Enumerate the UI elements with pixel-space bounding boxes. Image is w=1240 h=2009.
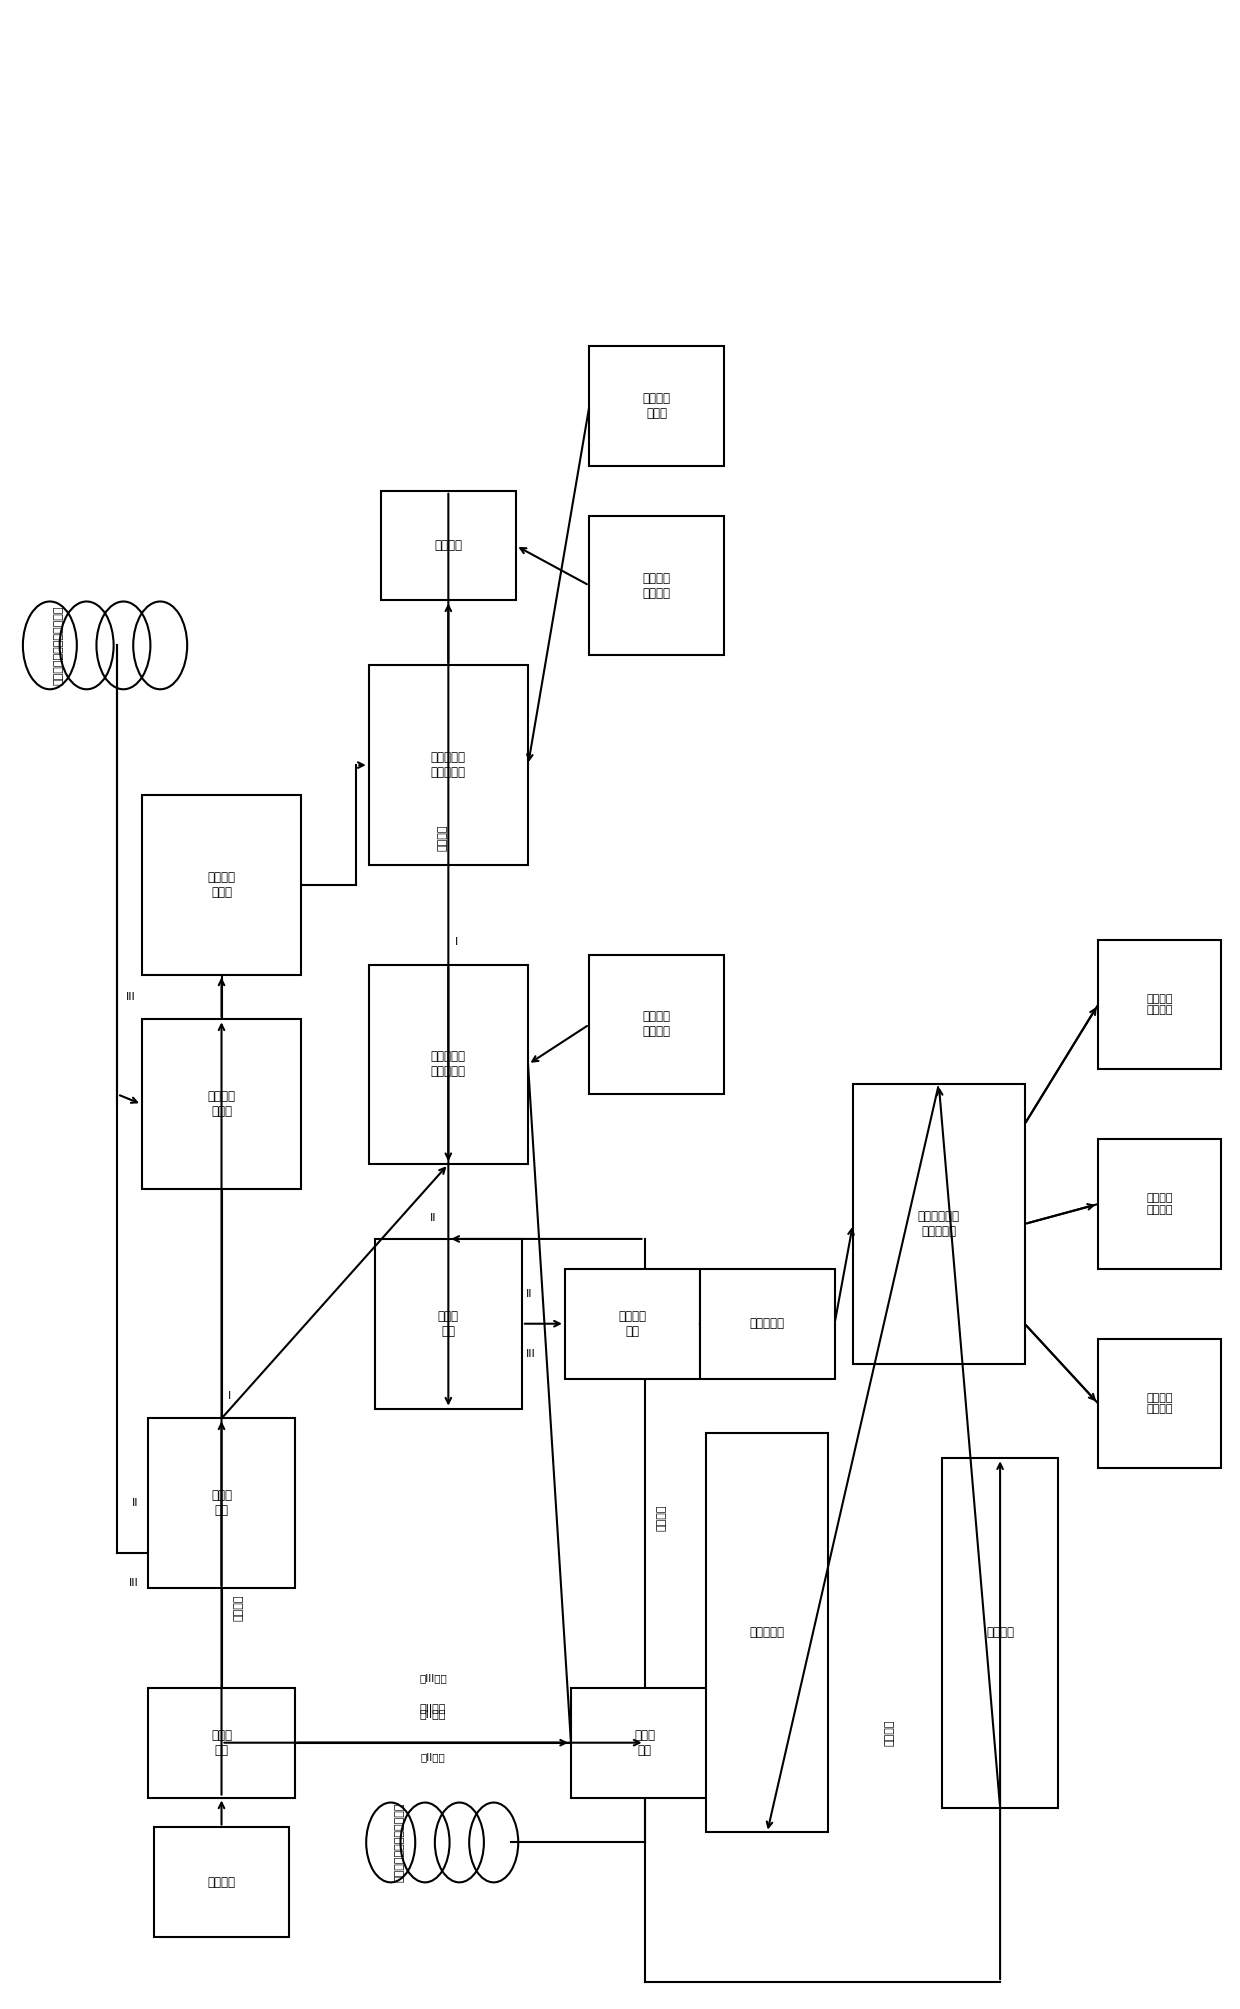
Text: 光隔离器: 光隔离器 [986, 1627, 1014, 1639]
Bar [141, 1019, 301, 1189]
Text: I: I [455, 936, 458, 946]
Text: 第三直流
稳压电源: 第三直流 稳压电源 [1146, 994, 1173, 1015]
Text: 第二耦
合器: 第二耦 合器 [634, 1728, 655, 1756]
Text: 激光光源: 激光光源 [207, 1876, 236, 1888]
Text: III: III [526, 1348, 536, 1358]
Text: 微波放大器: 微波放大器 [750, 1318, 785, 1330]
Bar [1099, 1338, 1221, 1469]
Text: 第四直流
稳压电源: 第四直流 稳压电源 [1146, 1193, 1173, 1215]
Text: II: II [526, 1290, 532, 1298]
Bar [141, 796, 301, 974]
Text: 第二环
行器: 第二环 行器 [438, 1310, 459, 1338]
Bar [1099, 1139, 1221, 1270]
Bar [699, 1270, 835, 1378]
Text: 频谱分析仪: 频谱分析仪 [750, 1627, 785, 1639]
Text: 第一直流
稳压电源: 第一直流 稳压电源 [642, 571, 671, 599]
Text: III: III [126, 992, 135, 1002]
Bar [154, 1828, 289, 1937]
Text: 第二光电
探测: 第二光电 探测 [619, 1310, 646, 1338]
Bar [374, 1240, 522, 1408]
Text: 第一马赫曾
德尔调制器: 第一马赫曾 德尔调制器 [430, 751, 466, 779]
Bar [148, 1688, 295, 1798]
Text: II: II [131, 1499, 138, 1509]
Text: 第五直流
稳压电源: 第五直流 稳压电源 [1146, 1392, 1173, 1414]
Bar [148, 1418, 295, 1587]
Bar [589, 346, 724, 466]
Text: 第II支路: 第II支路 [420, 1710, 446, 1720]
Text: 第一支路: 第一支路 [234, 1595, 244, 1621]
Bar [853, 1085, 1024, 1364]
Text: 第四支路: 第四支路 [885, 1720, 895, 1746]
Text: 第一高非线性色散位移光纤: 第一高非线性色散位移光纤 [53, 605, 63, 685]
Text: 第II支路: 第II支路 [420, 1752, 445, 1762]
Bar [368, 665, 528, 864]
Text: 第一光电
探测器: 第一光电 探测器 [207, 870, 236, 898]
Text: 掺铒光纤
放大器: 掺铒光纤 放大器 [207, 1091, 236, 1119]
Text: 第一微波
信号源: 第一微波 信号源 [642, 392, 671, 420]
Text: I: I [228, 1390, 231, 1400]
Text: 第III支路: 第III支路 [419, 1673, 446, 1684]
Bar [368, 964, 528, 1163]
Bar [706, 1434, 828, 1832]
Bar [589, 516, 724, 655]
Text: 第二高非线性色散位移光纤: 第二高非线性色散位移光纤 [394, 1802, 404, 1882]
Text: 第二直流
稳压电源: 第二直流 稳压电源 [642, 1011, 671, 1039]
Text: III: III [129, 1579, 138, 1587]
Bar [381, 490, 516, 601]
Bar [565, 1270, 699, 1378]
Text: II: II [429, 1213, 436, 1223]
Text: 第二马赫曾
德尔调制器: 第二马赫曾 德尔调制器 [430, 1051, 466, 1079]
Bar [1099, 940, 1221, 1069]
Bar [570, 1688, 718, 1798]
Bar [589, 954, 724, 1095]
Text: 双平行马赫曾
德尔调制器: 双平行马赫曾 德尔调制器 [918, 1209, 960, 1238]
Text: 第二支路: 第二支路 [438, 826, 448, 852]
Text: 第II支路: 第II支路 [420, 1704, 446, 1714]
Bar [942, 1459, 1058, 1808]
Text: 第一耦
合器: 第一耦 合器 [211, 1728, 232, 1756]
Text: 第三支路: 第三支路 [657, 1505, 667, 1531]
Text: 光滤波器: 光滤波器 [434, 538, 463, 552]
Text: 第一环
行器: 第一环 行器 [211, 1489, 232, 1517]
